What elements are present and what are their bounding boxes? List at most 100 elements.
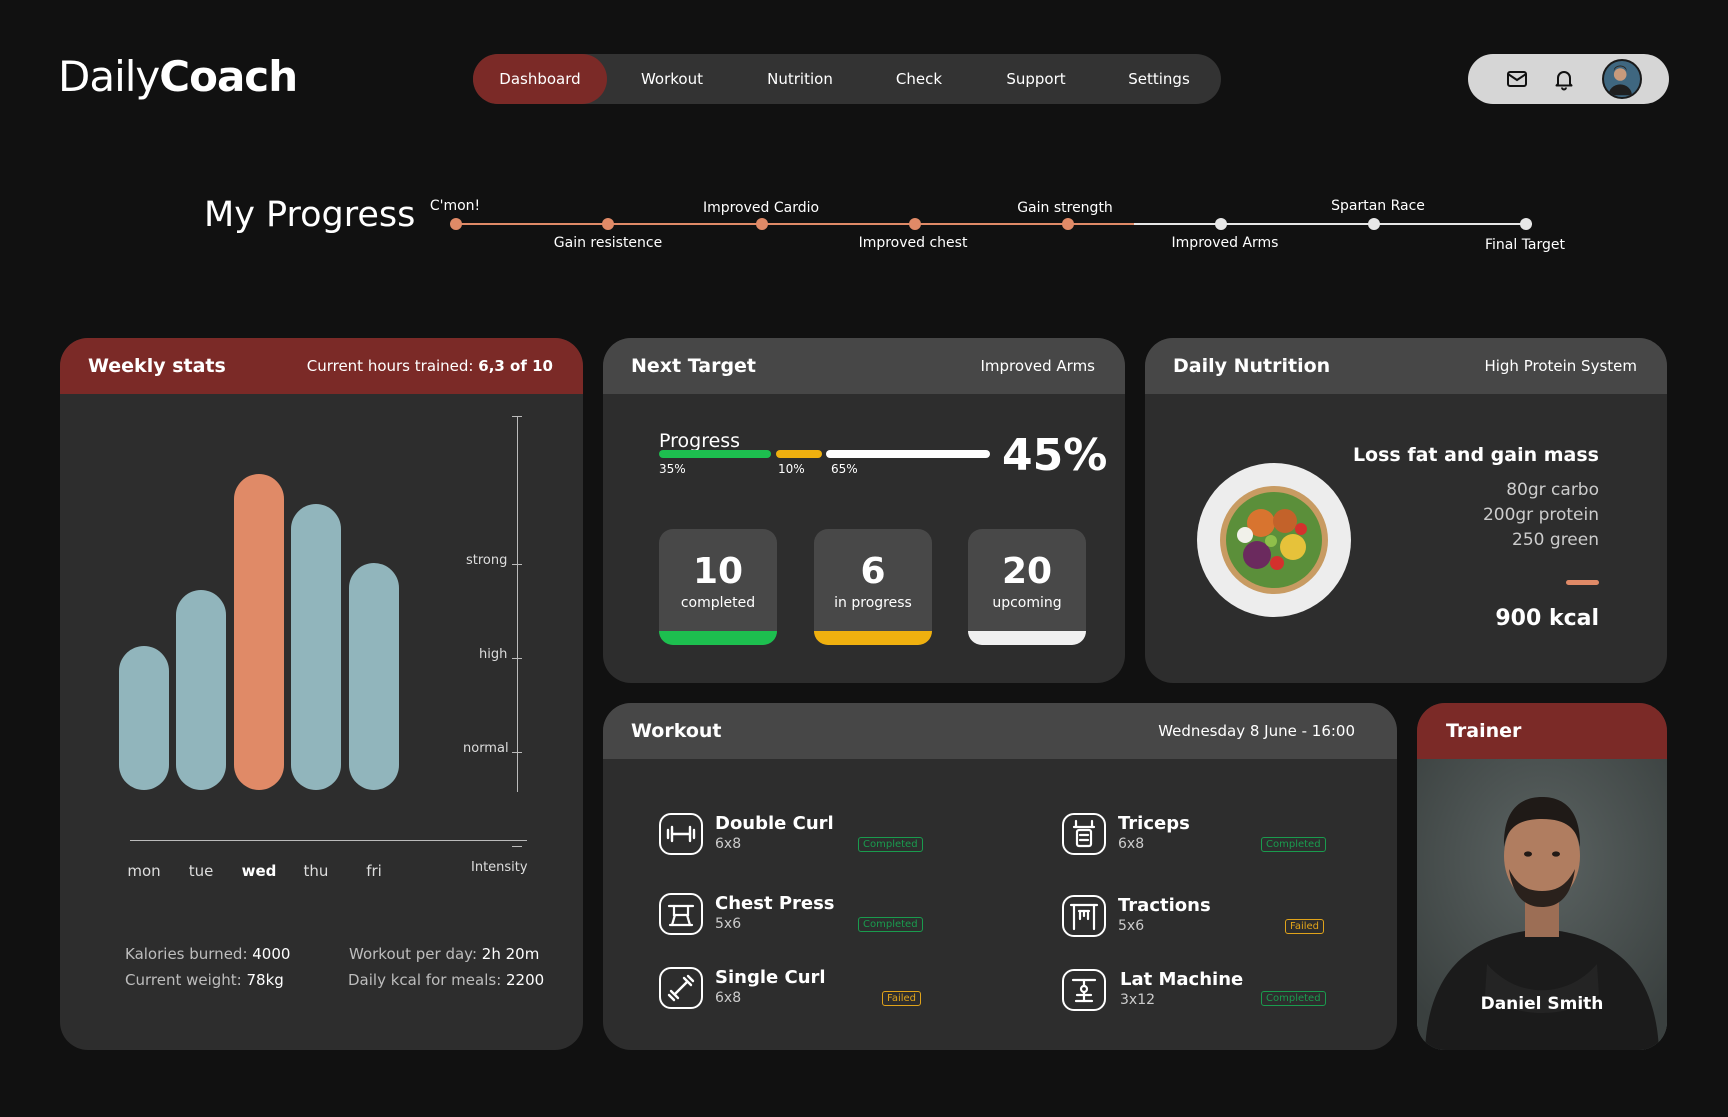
hours-trained-value: 6,3 of 10 [478, 357, 553, 375]
weekly-stats-title: Weekly stats [88, 355, 226, 377]
daily-kcal-meals: Daily kcal for meals: 2200 [348, 971, 545, 989]
daily-nutrition-title: Daily Nutrition [1173, 355, 1331, 377]
progress-label: Progress [659, 430, 741, 452]
trainer-title: Trainer [1446, 720, 1522, 742]
intensity-level-label: strong [466, 553, 508, 568]
status-badge: Completed [1261, 991, 1326, 1006]
macro-item: 250 green [1512, 530, 1599, 550]
day-label: fri [366, 862, 382, 880]
milestone-dot[interactable] [1520, 218, 1532, 230]
intensity-level-label: high [479, 647, 508, 662]
milestone-dot[interactable] [909, 218, 921, 230]
lat-machine-icon[interactable] [1062, 969, 1106, 1011]
timeline-done-line [454, 223, 1134, 225]
day-bar[interactable] [234, 474, 284, 790]
progress-segment [776, 450, 822, 458]
nav-support[interactable]: Support [1006, 70, 1066, 88]
hours-trained: Current hours trained: 6,3 of 10 [307, 357, 553, 375]
day-bar[interactable] [291, 504, 341, 790]
intensity-axis [517, 416, 518, 792]
nav-workout[interactable]: Workout [640, 70, 703, 88]
tile-count: 6 [860, 551, 886, 592]
milestone-label: Improved Arms [1171, 235, 1279, 251]
tile-label: upcoming [992, 595, 1062, 611]
bell-icon[interactable] [1552, 67, 1576, 91]
trainer-header: Trainer [1417, 703, 1667, 759]
daily-nutrition-header: Daily Nutrition High Protein System [1145, 338, 1667, 394]
milestone-dot[interactable] [1215, 218, 1227, 230]
trainer-card[interactable]: Trainer Daniel Smith [1417, 703, 1667, 1050]
weekly-stats-header: Weekly stats Current hours trained: 6,3 … [60, 338, 583, 394]
next-target-title: Next Target [631, 355, 757, 377]
milestone-dot[interactable] [450, 218, 462, 230]
single-dumbbell-icon[interactable] [659, 967, 703, 1009]
trainer-portrait-icon [1417, 759, 1667, 1050]
trainer-photo: Daniel Smith [1417, 759, 1667, 1050]
progress-timeline: C'mon! Gain resistence Improved Cardio I… [430, 190, 1580, 260]
progress-segment [659, 450, 771, 458]
logo-light: Daily [58, 52, 160, 101]
milestone-label: Final Target [1484, 237, 1566, 253]
exercise-sets: 6x8 [715, 836, 742, 852]
status-badge: Completed [858, 917, 923, 932]
axis-tick [512, 416, 522, 417]
milestone-dot[interactable] [1062, 218, 1074, 230]
workout-header: Workout Wednesday 8 June - 16:00 [603, 703, 1397, 759]
tile-label: in progress [834, 595, 912, 611]
kalories-burned: Kalories burned: 4000 [125, 945, 291, 963]
logo-bold: Coach [159, 52, 298, 101]
upcoming-tile[interactable]: 20 upcoming [968, 529, 1086, 645]
salad-bowl-image [1197, 463, 1351, 617]
nav-check[interactable]: Check [895, 70, 943, 88]
exercise-name: Single Curl [715, 967, 826, 988]
milestone-dot[interactable] [756, 218, 768, 230]
day-bar[interactable] [349, 563, 399, 790]
completed-tile[interactable]: 10 completed [659, 529, 777, 645]
next-target-subtitle: Improved Arms [980, 357, 1095, 375]
milestone-label: C'mon! [429, 198, 481, 214]
nav-settings[interactable]: Settings [1128, 70, 1190, 88]
timeline-pending-line [1134, 223, 1532, 225]
milestone-label: Improved chest [858, 235, 968, 251]
chest-press-icon[interactable] [659, 893, 703, 935]
progress-segment [826, 450, 990, 458]
status-badge: Completed [1261, 837, 1326, 852]
in-progress-tile[interactable]: 6 in progress [814, 529, 932, 645]
milestone-dot[interactable] [1368, 218, 1380, 230]
mail-icon[interactable] [1505, 67, 1529, 91]
user-avatar[interactable] [1602, 59, 1642, 99]
nav-dashboard[interactable]: Dashboard [473, 54, 607, 104]
dumbbell-icon[interactable] [659, 813, 703, 855]
axis-tick [512, 846, 522, 847]
nutrition-kcal: 900 kcal [1495, 606, 1599, 631]
exercise-sets: 5x6 [715, 916, 742, 932]
day-label: tue [188, 862, 214, 880]
day-bar[interactable] [119, 646, 169, 790]
weekly-stats-card: Weekly stats Current hours trained: 6,3 … [60, 338, 583, 1050]
triceps-machine-icon[interactable] [1062, 813, 1106, 855]
target-percent: 45% [1002, 430, 1108, 481]
segment-label: 35% [659, 462, 686, 476]
milestone-dot[interactable] [602, 218, 614, 230]
app-logo[interactable]: DailyCoach [58, 52, 298, 101]
status-badge: Failed [882, 991, 922, 1006]
pullup-bar-icon[interactable] [1062, 895, 1106, 937]
exercise-name: Tractions [1118, 895, 1211, 916]
progress-title: My Progress [204, 195, 416, 235]
workout-per-day: Workout per day: 2h 20m [349, 945, 540, 963]
exercise-sets: 6x8 [715, 990, 742, 1006]
axis-tick [512, 564, 522, 565]
tile-label: completed [680, 595, 756, 611]
next-target-header: Next Target Improved Arms [603, 338, 1125, 394]
header-actions [1468, 54, 1669, 104]
day-bar[interactable] [176, 590, 226, 790]
kcal-divider [1566, 580, 1599, 585]
tile-status-bar [814, 631, 932, 645]
workout-title: Workout [631, 720, 722, 742]
nav-nutrition[interactable]: Nutrition [767, 70, 833, 88]
daily-nutrition-subtitle: High Protein System [1484, 357, 1637, 375]
current-weight: Current weight: 78kg [125, 971, 284, 989]
workout-date: Wednesday 8 June - 16:00 [1158, 722, 1355, 740]
day-label: mon [127, 862, 161, 880]
exercise-name: Triceps [1118, 813, 1190, 834]
